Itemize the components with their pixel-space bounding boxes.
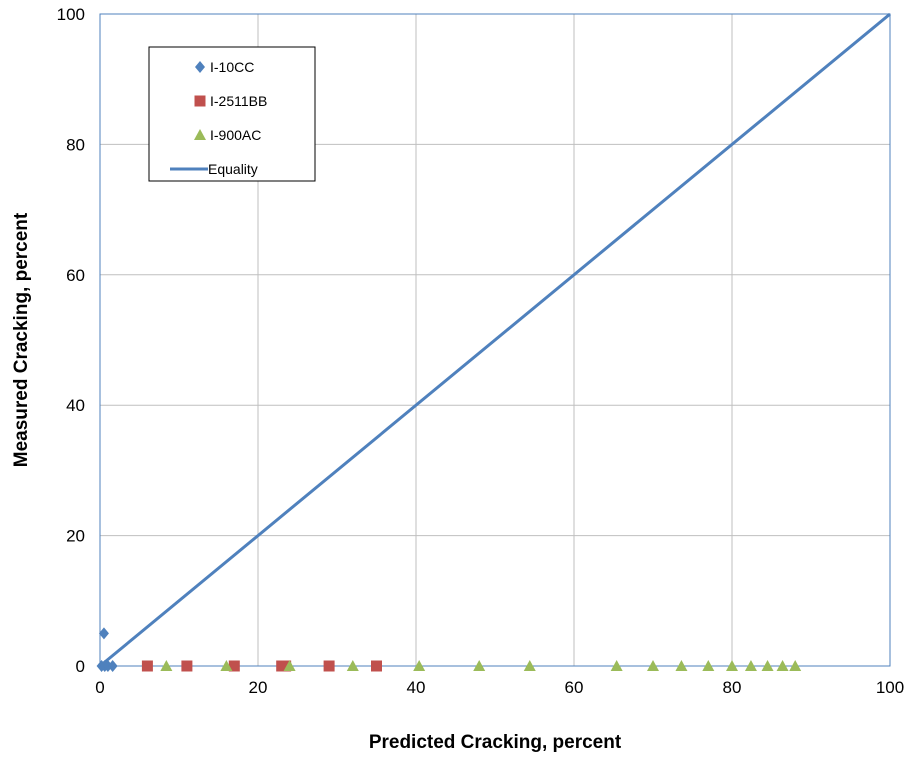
data-point [98, 627, 109, 640]
data-point [761, 660, 774, 671]
y-axis-title: Measured Cracking, percent [11, 212, 32, 467]
series-i-10cc [96, 627, 118, 672]
data-point [160, 660, 173, 671]
legend: I-10CC I-2511BB I-900AC Equality [148, 46, 316, 182]
legend-item: I-2511BB [194, 93, 267, 109]
x-tick-label: 80 [723, 678, 742, 697]
x-axis-title: Predicted Cracking, percent [369, 732, 622, 753]
data-point [413, 660, 426, 671]
x-tick-label: 20 [249, 678, 268, 697]
data-point [702, 660, 715, 671]
data-point [323, 660, 335, 672]
legend-marker [194, 129, 206, 140]
legend-item: I-10CC [195, 59, 254, 75]
y-tick-label: 0 [76, 657, 85, 676]
x-tick-label: 100 [876, 678, 904, 697]
data-point [744, 660, 757, 671]
data-series [96, 12, 891, 672]
data-point [228, 660, 240, 672]
data-point [789, 660, 802, 671]
legend-label: Equality [208, 161, 258, 177]
data-point [141, 660, 153, 672]
data-point [726, 660, 738, 671]
equality-line [99, 12, 891, 668]
y-tick-label: 100 [57, 5, 85, 24]
legend-label: I-2511BB [210, 93, 267, 109]
data-point [371, 660, 382, 672]
legend-item: I-900AC [194, 127, 261, 143]
series-equality [99, 12, 891, 668]
series-i-900ac [160, 660, 802, 671]
y-tick-label: 20 [66, 527, 85, 546]
data-point [647, 660, 659, 671]
data-point [220, 660, 233, 671]
data-point [280, 660, 292, 672]
legend-label: I-10CC [210, 59, 254, 75]
data-point [610, 660, 623, 671]
data-point [107, 660, 118, 672]
series-i-2511bb [141, 660, 382, 672]
data-point [181, 660, 193, 672]
data-point [346, 660, 359, 671]
data-point [283, 660, 296, 671]
y-tick-label: 40 [66, 396, 85, 415]
data-point [473, 660, 486, 671]
data-point [776, 660, 789, 671]
plot-area-frame [99, 13, 891, 667]
legend-marker [194, 95, 206, 107]
x-tick-label: 0 [95, 678, 104, 697]
x-tick-label: 60 [565, 678, 584, 697]
legend-item: Equality [170, 161, 258, 177]
legend-marker [195, 61, 205, 73]
data-point [675, 660, 688, 671]
legend-box [148, 46, 316, 182]
data-point [523, 660, 536, 671]
gridlines [100, 14, 890, 666]
y-tick-label: 80 [66, 135, 85, 154]
legend-label: I-900AC [210, 127, 261, 143]
tick-labels: 0 20 40 60 80 100 0 20 40 60 80 100 [57, 5, 905, 697]
y-tick-label: 60 [66, 266, 85, 285]
x-tick-label: 40 [407, 678, 426, 697]
